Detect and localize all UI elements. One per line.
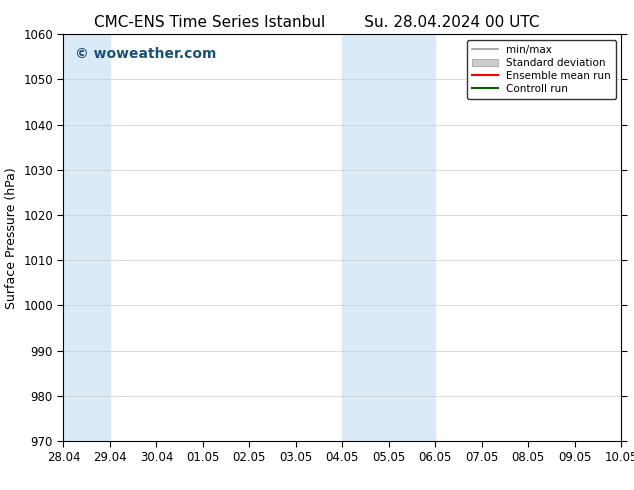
Bar [342, 34, 436, 441]
Y-axis label: Surface Pressure (hPa): Surface Pressure (hPa) [4, 167, 18, 309]
Bar [63, 34, 110, 441]
Legend: min/max, Standard deviation, Ensemble mean run, Controll run: min/max, Standard deviation, Ensemble me… [467, 40, 616, 99]
Text: © woweather.com: © woweather.com [75, 47, 216, 60]
Text: CMC-ENS Time Series Istanbul        Su. 28.04.2024 00 UTC: CMC-ENS Time Series Istanbul Su. 28.04.2… [94, 15, 540, 30]
